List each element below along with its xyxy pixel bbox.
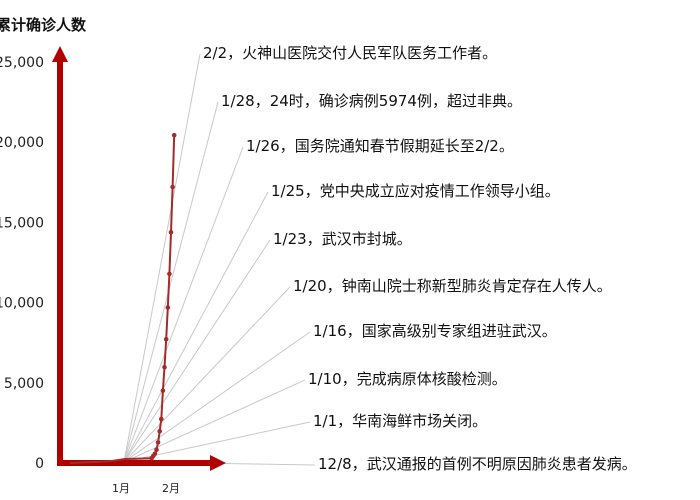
annotation-text: 华南海鲜市场关闭。 xyxy=(352,412,487,430)
annotation-date: 1/23， xyxy=(273,230,322,248)
annotation-date: 2/2， xyxy=(203,44,242,62)
annotation-text: 武汉通报的首例不明原因肺炎患者发病。 xyxy=(367,455,637,473)
data-point xyxy=(160,388,166,393)
x-tick-label: 1月 xyxy=(112,482,130,495)
data-point xyxy=(170,184,175,190)
annotation-label: 1/1，华南海鲜市场关闭。 xyxy=(313,412,487,430)
annotation-text: 国家高级别专家组进驻武汉。 xyxy=(362,322,557,340)
data-point xyxy=(165,305,171,310)
y-axis-title: 累计确诊人数 xyxy=(0,16,87,34)
annotation-line xyxy=(123,191,269,463)
y-axis-arrow xyxy=(52,46,68,62)
y-tick-label: 5,000 xyxy=(4,376,44,392)
annotation-label: 1/26，国务院通知春节假期延长至2/2。 xyxy=(246,137,514,155)
annotation-line xyxy=(123,53,201,463)
y-tick-label: 25,000 xyxy=(0,55,44,71)
data-point xyxy=(154,447,159,453)
axes xyxy=(52,46,226,471)
x-tick-label: 2月 xyxy=(162,482,180,495)
annotation-date: 1/20， xyxy=(293,277,342,295)
annotation-text: 24时，确诊病例5974例，超过非典。 xyxy=(270,92,522,110)
labels-layer: 累计确诊人数 0 5,000 10,000 15,000 20,000 25,000 1月 2… xyxy=(0,16,637,495)
annotation-date: 1/26， xyxy=(246,137,295,155)
y-tick-label: 20,000 xyxy=(0,135,44,151)
annotation-label: 1/25，党中央成立应对疫情工作领导小组。 xyxy=(271,182,560,200)
annotation-date: 1/16， xyxy=(313,322,362,340)
annotation-label: 1/16，国家高级别专家组进驻武汉。 xyxy=(313,322,557,340)
data-point xyxy=(162,364,167,370)
data-point xyxy=(155,440,161,445)
series-line xyxy=(69,135,176,464)
annotation-date: 1/25， xyxy=(271,182,320,200)
annotation-date: 1/1， xyxy=(313,412,352,430)
data-point xyxy=(167,271,172,277)
data-point xyxy=(152,451,158,457)
annotation-label: 12/8，武汉通报的首例不明原因肺炎患者发病。 xyxy=(318,455,637,473)
annotation-text: 国务院通知春节假期延长至2/2。 xyxy=(295,137,514,155)
data-point xyxy=(163,337,169,342)
x-axis-line xyxy=(57,460,210,466)
data-point xyxy=(171,132,177,138)
annotation-label: 1/28，24时，确诊病例5974例，超过非典。 xyxy=(221,92,522,110)
series-layer xyxy=(69,132,177,464)
y-tick-label: 15,000 xyxy=(0,215,44,231)
annotation-label: 1/10，完成病原体核酸检测。 xyxy=(308,370,507,388)
annotation-line xyxy=(123,146,244,463)
annotation-line xyxy=(123,379,306,463)
annotation-line xyxy=(123,101,219,463)
annotation-line xyxy=(123,239,271,463)
y-axis-line xyxy=(57,56,63,466)
annotation-text: 党中央成立应对疫情工作领导小组。 xyxy=(320,182,560,200)
annotation-date: 12/8， xyxy=(318,455,367,473)
annotation-label: 1/20，钟南山院士称新型肺炎肯定存在人传人。 xyxy=(293,277,612,295)
y-tick-label: 10,000 xyxy=(0,296,44,312)
annotation-date: 1/10， xyxy=(308,370,357,388)
data-point xyxy=(159,416,164,422)
annotation-text: 完成病原体核酸检测。 xyxy=(357,370,507,388)
y-tick-label: 0 xyxy=(35,456,44,472)
annotation-label: 2/2，火神山医院交付人民军队医务工作者。 xyxy=(203,44,497,62)
data-point xyxy=(157,429,162,434)
data-point xyxy=(168,230,174,235)
annotation-text: 火神山医院交付人民军队医务工作者。 xyxy=(242,44,497,62)
annotation-lines xyxy=(123,53,316,466)
annotation-text: 武汉市封城。 xyxy=(322,230,412,248)
annotation-label: 1/23，武汉市封城。 xyxy=(273,230,412,248)
annotation-text: 钟南山院士称新型肺炎肯定存在人传人。 xyxy=(342,277,612,295)
annotation-date: 1/28， xyxy=(221,92,270,110)
annotation-line xyxy=(123,331,311,463)
x-axis-arrow xyxy=(210,455,226,471)
annotation-line xyxy=(123,286,291,463)
